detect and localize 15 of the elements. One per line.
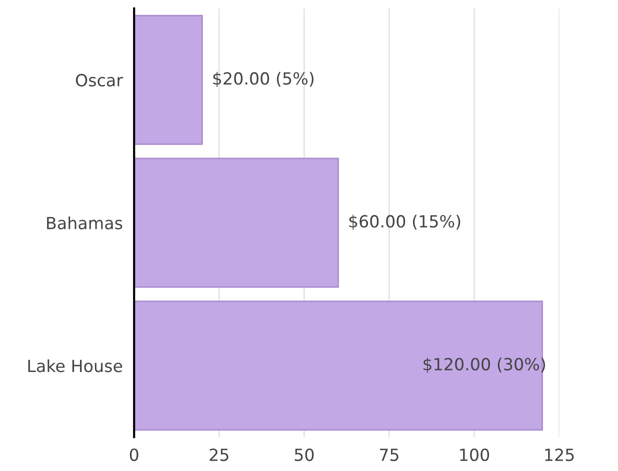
x-tick-label: 50 — [294, 448, 314, 462]
data-label: $120.00 (30%) — [424, 358, 546, 373]
x-tick-label: 125 — [545, 448, 574, 462]
data-label: $60.00 (15%) — [349, 214, 460, 230]
bar — [134, 14, 203, 145]
data-label: $20.00 (5%) — [213, 72, 314, 87]
x-tick-label: 0 — [130, 448, 138, 462]
x-tick-label: 75 — [380, 448, 398, 462]
bar — [134, 158, 339, 288]
y-tick-label: Oscar — [76, 74, 123, 86]
bar — [134, 300, 543, 431]
y-tick-label: Bahamas — [47, 216, 122, 230]
x-tick-label: 25 — [210, 448, 228, 462]
x-tick-label: 100 — [460, 448, 490, 462]
y-tick-label: Lake House — [28, 359, 122, 372]
